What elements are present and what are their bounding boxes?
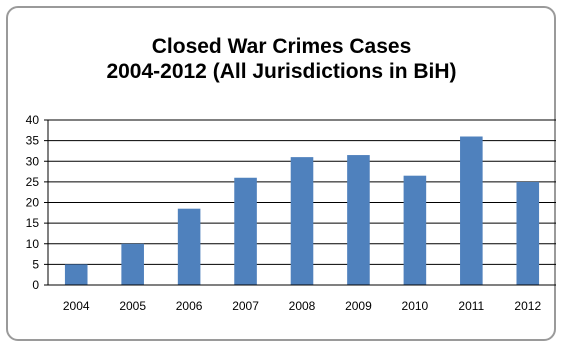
x-tick-label-2005: 2005 bbox=[119, 299, 146, 313]
chart-title: Closed War Crimes Cases 2004-2012 (All J… bbox=[0, 34, 563, 84]
bar-2007 bbox=[234, 177, 257, 285]
bar-2008 bbox=[290, 157, 314, 285]
bars bbox=[64, 136, 540, 285]
x-tick-label-2004: 2004 bbox=[63, 299, 90, 313]
x-tick-label-2012: 2012 bbox=[514, 299, 541, 313]
y-tick-label-5: 5 bbox=[32, 257, 39, 271]
y-tick-label-30: 30 bbox=[26, 154, 40, 168]
x-tick-label-2010: 2010 bbox=[402, 299, 429, 313]
bar-2004 bbox=[64, 264, 88, 285]
y-tick-label-35: 35 bbox=[26, 134, 40, 148]
chart-title-line-2: 2004-2012 (All Jurisdictions in BiH) bbox=[106, 60, 457, 83]
bar-2010 bbox=[403, 175, 427, 285]
y-tick-label-20: 20 bbox=[26, 196, 40, 210]
y-tick-label-15: 15 bbox=[26, 216, 40, 230]
x-axis-tick-labels: 2004 2005 2006 2007 2008 2009 2010 2011 2012 bbox=[63, 299, 542, 313]
chart-title-line-1: Closed War Crimes Cases bbox=[151, 35, 412, 58]
x-tick-label-2009: 2009 bbox=[345, 299, 372, 313]
bar-2005 bbox=[121, 243, 144, 285]
bar-2009 bbox=[347, 155, 370, 285]
y-tick-label-10: 10 bbox=[26, 237, 40, 251]
x-tick-label-2011: 2011 bbox=[458, 299, 484, 313]
bar-2012 bbox=[516, 181, 540, 285]
x-tick-label-2008: 2008 bbox=[289, 299, 316, 313]
bar-2006 bbox=[177, 208, 201, 285]
x-tick-label-2006: 2006 bbox=[176, 299, 203, 313]
y-axis-tick-labels: 0 5 10 15 20 25 30 35 40 bbox=[26, 113, 40, 292]
bar-2011 bbox=[460, 136, 483, 285]
y-tick-label-40: 40 bbox=[26, 113, 40, 127]
y-tick-label-25: 25 bbox=[26, 175, 40, 189]
x-tick-label-2007: 2007 bbox=[232, 299, 259, 313]
y-tick-label-0: 0 bbox=[32, 278, 39, 292]
axes bbox=[47, 120, 556, 286]
